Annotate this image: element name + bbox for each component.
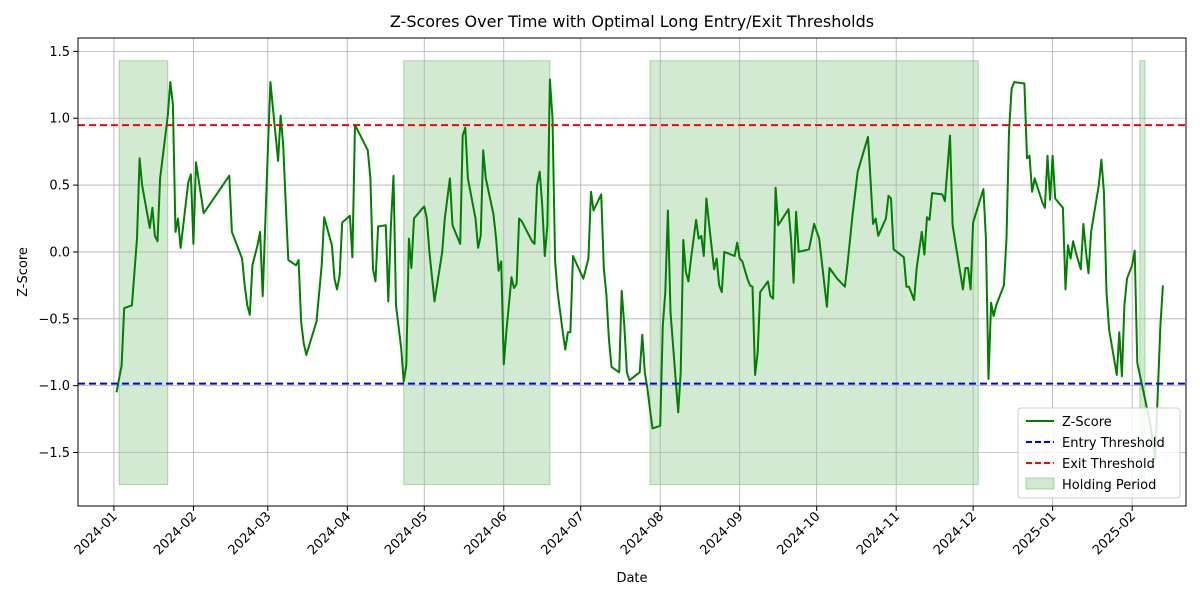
legend: Z-Score Entry Threshold Exit Threshold H… (1017, 407, 1181, 499)
x-tick-label-2024-04: 2024-04 (305, 509, 354, 558)
holding-period-2 (403, 60, 551, 486)
y-axis-title: Z-Score (16, 247, 31, 297)
y-tick-label-3: 0.0 (49, 245, 70, 260)
legend-holding-label: Holding Period (1062, 478, 1156, 493)
x-tick-label-2024-12: 2024-12 (931, 509, 980, 558)
x-tick-label-2024-01: 2024-01 (72, 509, 121, 558)
y-tick-label-5: −1.0 (38, 379, 70, 394)
x-tick-label-2024-09: 2024-09 (698, 509, 747, 558)
y-tick-label-6: −1.5 (38, 446, 70, 461)
x-tick-label-2025-01: 2025-01 (1010, 509, 1059, 558)
x-tick-label-2024-07: 2024-07 (539, 509, 588, 558)
legend-exit-label: Exit Threshold (1062, 457, 1155, 472)
x-tick-label-2024-06: 2024-06 (462, 509, 511, 558)
chart-title: Z-Scores Over Time with Optimal Long Ent… (390, 12, 874, 31)
y-tick-label-4: −0.5 (38, 312, 70, 327)
y-tick-label-1: 1.0 (49, 112, 70, 127)
x-tick-label-2024-03: 2024-03 (226, 509, 275, 558)
x-tick-label-2024-10: 2024-10 (774, 509, 823, 558)
plot-frame (77, 37, 1187, 507)
x-axis-title: Date (616, 571, 647, 586)
y-tick-label-2: 0.5 (49, 179, 70, 194)
x-tick-label-2025-02: 2025-02 (1090, 509, 1139, 558)
legend-zscore-label: Z-Score (1062, 415, 1112, 430)
y-tick-label-0: 1.5 (49, 45, 70, 60)
x-tick-label-2024-11: 2024-11 (854, 509, 903, 558)
zscore-line (115, 78, 1164, 461)
legend-box (1017, 407, 1181, 499)
holding-period-3 (649, 60, 979, 486)
x-tick-label-2024-02: 2024-02 (151, 509, 200, 558)
legend-entry-label: Entry Threshold (1062, 436, 1165, 451)
x-tick-label-2024-05: 2024-05 (382, 509, 431, 558)
holding-period-1 (118, 60, 169, 486)
legend-holding-swatch (1025, 477, 1055, 490)
x-tick-label-2024-08: 2024-08 (618, 509, 667, 558)
